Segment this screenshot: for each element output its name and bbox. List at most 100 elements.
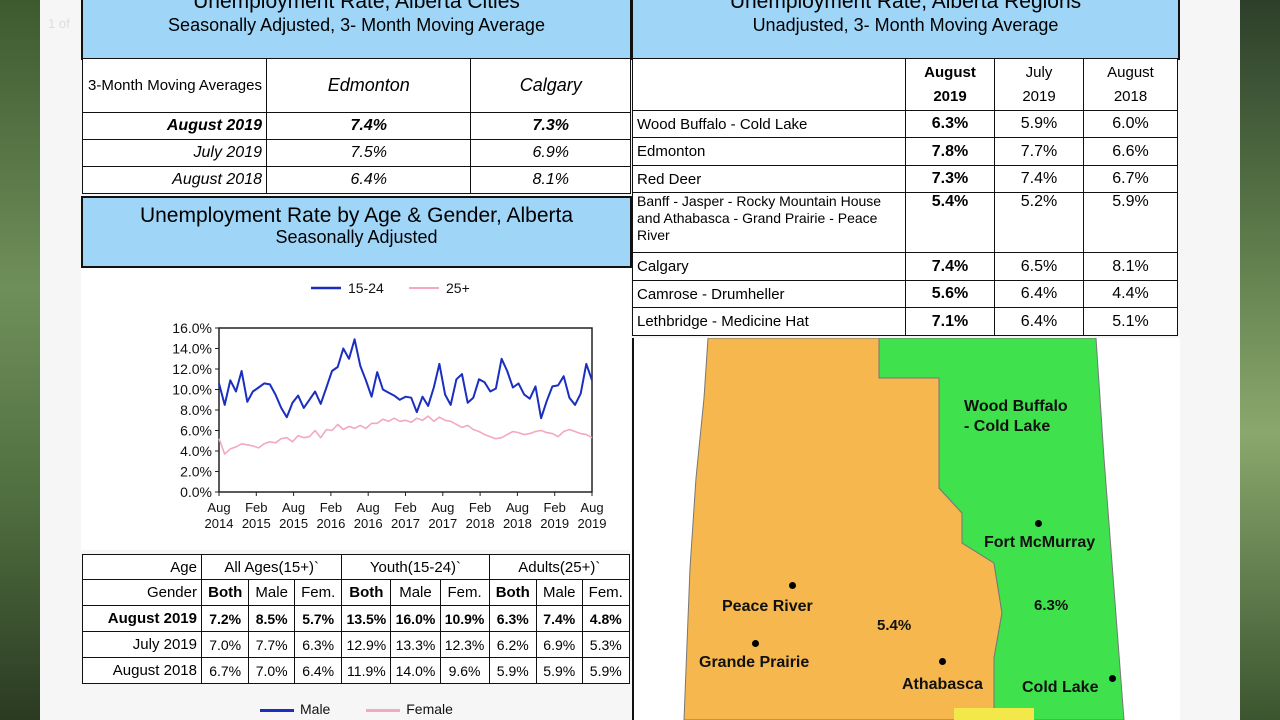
label-rate-green: 6.3% bbox=[1034, 597, 1069, 614]
value-cell: 8.5% bbox=[248, 605, 295, 632]
label-athabasca: Athabasca bbox=[902, 676, 983, 693]
regions-corner bbox=[632, 58, 906, 111]
gender-header: Fem. bbox=[581, 579, 631, 606]
page-label: 1 of bbox=[48, 16, 70, 31]
label-cold-lake: Cold Lake bbox=[1022, 679, 1099, 696]
value-cell: 5.4% bbox=[905, 192, 995, 253]
table-row: Banff - Jasper - Rocky Mountain House an… bbox=[632, 192, 1178, 253]
series-line-25+ bbox=[218, 415, 593, 455]
y-tick-label: 12.0% bbox=[172, 361, 212, 377]
regions-title: Unemployment Rate, Alberta Regions bbox=[729, 0, 1082, 13]
x-tick-month: Aug bbox=[282, 500, 305, 515]
x-tick-month: Feb bbox=[543, 500, 565, 515]
value-cell: 6.7% bbox=[1083, 165, 1178, 193]
col-aug-2019: August 2019 bbox=[905, 58, 995, 111]
table-row: Wood Buffalo - Cold Lake 6.3% 5.9% 6.0% bbox=[632, 110, 1178, 138]
period-cell: August 2019 bbox=[82, 112, 267, 140]
value-cell: 16.0% bbox=[390, 605, 441, 632]
region-wood-buffalo-cold-lake bbox=[878, 338, 1125, 720]
period-cell: August 2018 bbox=[82, 166, 267, 194]
value-cell: 5.9% bbox=[535, 657, 583, 684]
x-tick-year: 2016 bbox=[354, 516, 383, 531]
value-cell: 6.4% bbox=[994, 307, 1084, 336]
gender-header: Both bbox=[488, 579, 537, 606]
value-cell: 12.3% bbox=[439, 631, 490, 658]
x-tick-year: 2015 bbox=[279, 516, 308, 531]
gender-header: Male bbox=[248, 579, 295, 606]
label-grande-prairie: Grande Prairie bbox=[699, 654, 810, 671]
value-cell: 7.7% bbox=[994, 137, 1084, 166]
value-cell: 13.5% bbox=[341, 605, 392, 632]
value-cell: 6.4% bbox=[265, 166, 472, 194]
label-wood-buffalo: Wood Buffalo - Cold Lake bbox=[964, 398, 1068, 435]
regions-table: August 2019 July 2019 August 2018 Wood Buff… bbox=[632, 58, 1178, 336]
value-cell: 6.5% bbox=[994, 252, 1084, 281]
period-cell: July 2019 bbox=[82, 139, 267, 167]
value-cell: 7.7% bbox=[248, 631, 295, 658]
y-tick-label: 4.0% bbox=[180, 443, 212, 459]
y-tick-label: 0.0% bbox=[180, 484, 212, 500]
table-row: Red Deer 7.3% 7.4% 6.7% bbox=[632, 165, 1178, 193]
x-tick-year: 2017 bbox=[391, 516, 420, 531]
city-dot bbox=[752, 640, 759, 647]
value-cell: 5.9% bbox=[488, 657, 537, 684]
age-gender-header: Unemployment Rate by Age & Gender, Alber… bbox=[81, 196, 632, 268]
value-cell: 5.3% bbox=[581, 631, 631, 658]
value-cell: 13.3% bbox=[390, 631, 441, 658]
group-adults: Adults(25+)` bbox=[488, 554, 631, 580]
region-name: Wood Buffalo - Cold Lake bbox=[632, 110, 906, 138]
city-dot bbox=[1109, 675, 1116, 682]
city-dot bbox=[939, 658, 946, 665]
y-tick-label: 14.0% bbox=[172, 341, 212, 357]
value-cell: 7.0% bbox=[200, 631, 250, 658]
value-cell: 5.6% bbox=[905, 280, 995, 308]
cities-title: Unemployment Rate, Alberta Cities bbox=[193, 0, 520, 13]
value-cell: 7.4% bbox=[905, 252, 995, 281]
region-edmonton-edge bbox=[954, 708, 1034, 720]
legend-male: Male bbox=[300, 701, 331, 717]
age-gender-subtitle: Seasonally Adjusted bbox=[275, 227, 438, 247]
value-cell: 6.2% bbox=[488, 631, 537, 658]
col-aug-2018: August 2018 bbox=[1083, 58, 1178, 111]
table-row: August 2018 6.4% 8.1% bbox=[82, 166, 631, 194]
city-dot bbox=[789, 582, 796, 589]
label-fort-mcmurray: Fort McMurray bbox=[984, 534, 1096, 551]
value-cell: 6.9% bbox=[470, 139, 631, 167]
value-cell: 6.7% bbox=[200, 657, 250, 684]
cities-subtitle: Seasonally Adjusted, 3- Month Moving Ave… bbox=[168, 15, 545, 35]
value-cell: 14.0% bbox=[390, 657, 441, 684]
x-tick-month: Aug bbox=[207, 500, 230, 515]
table-row: August 2019 7.2% 8.5% 5.7% 13.5% 16.0% 10.9% 6.… bbox=[82, 605, 631, 632]
male-swatch bbox=[260, 708, 294, 712]
value-cell: 7.0% bbox=[248, 657, 295, 684]
region-name: Camrose - Drumheller bbox=[632, 280, 906, 308]
table-row: July 2019 7.0% 7.7% 6.3% 12.9% 13.3% 12.3% 6.2%… bbox=[82, 631, 631, 658]
value-cell: 6.3% bbox=[905, 110, 995, 138]
group-youth: Youth(15-24)` bbox=[341, 554, 490, 580]
value-cell: 7.3% bbox=[905, 165, 995, 193]
cities-header-label: 3-Month Moving Averages bbox=[82, 58, 267, 113]
value-cell: 11.9% bbox=[341, 657, 392, 684]
gender-legend: Male Female bbox=[260, 701, 453, 717]
y-tick-label: 6.0% bbox=[180, 423, 212, 439]
region-name: Red Deer bbox=[632, 165, 906, 193]
value-cell: 5.9% bbox=[1083, 192, 1178, 253]
gender-header: Both bbox=[341, 579, 392, 606]
x-tick-month: Feb bbox=[320, 500, 342, 515]
value-cell: 6.3% bbox=[488, 605, 537, 632]
value-cell: 7.8% bbox=[905, 137, 995, 166]
label-rate-orange: 5.4% bbox=[877, 617, 912, 634]
series-line-15-24 bbox=[218, 338, 593, 420]
value-cell: 6.9% bbox=[535, 631, 583, 658]
group-all-ages: All Ages(15+)` bbox=[200, 554, 343, 580]
table-row: July 2019 7.5% 6.9% bbox=[82, 139, 631, 167]
x-tick-month: Aug bbox=[506, 500, 529, 515]
col-edmonton: Edmonton bbox=[265, 58, 472, 113]
x-tick-year: 2018 bbox=[466, 516, 495, 531]
table-row: Camrose - Drumheller 5.6% 6.4% 4.4% bbox=[632, 280, 1178, 308]
table-row: August 2019 7.4% 7.3% bbox=[82, 112, 631, 140]
value-cell: 5.1% bbox=[1083, 307, 1178, 336]
value-cell: 7.4% bbox=[535, 605, 583, 632]
value-cell: 4.8% bbox=[581, 605, 631, 632]
city-dot bbox=[1035, 520, 1042, 527]
